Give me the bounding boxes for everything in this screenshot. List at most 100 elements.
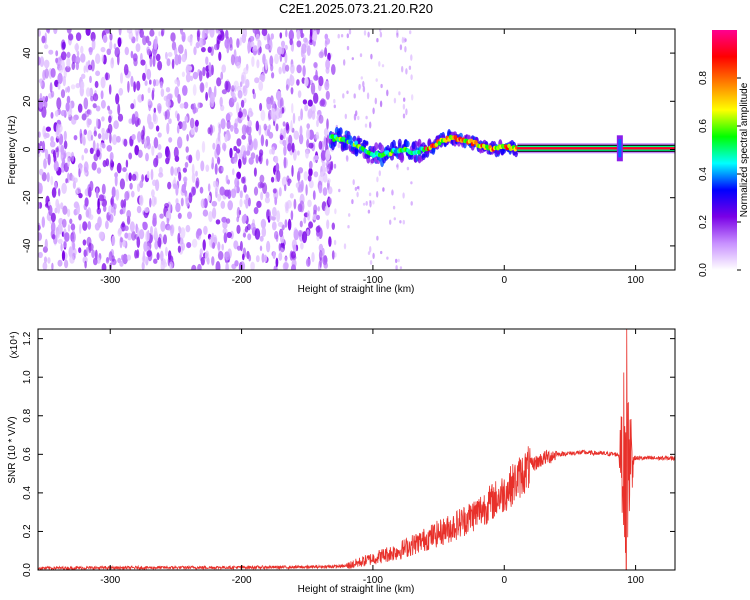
heatmap-noise-cell: [101, 116, 105, 122]
heatmap-noise-cell: [282, 262, 289, 270]
snr-background: [38, 329, 675, 570]
heatmap-noise-cell: [173, 146, 179, 159]
heatmap-noise-cell: [185, 146, 189, 153]
heatmap-noise-cell: [102, 160, 107, 168]
heatmap-noise-cell: [100, 46, 106, 53]
heatmap-noise-cell: [291, 165, 294, 177]
heatmap-noise-cell: [243, 67, 249, 75]
heatmap-noise-cell: [297, 150, 300, 156]
heatmap-noise-cell: [295, 182, 299, 189]
heatmap-noise-cell: [47, 29, 51, 34]
heatmap-noise-cell: [362, 85, 366, 93]
heatmap-noise-cell: [329, 161, 333, 170]
heatmap-noise-cell: [186, 242, 192, 249]
x-tick-label: 0: [501, 275, 507, 286]
heatmap-noise-cell: [95, 105, 101, 112]
heatmap-noise-cell: [139, 29, 144, 38]
heatmap-noise-cell: [177, 136, 183, 149]
heatmap-noise-cell: [60, 202, 64, 210]
heatmap-noise-cell: [275, 162, 280, 173]
heatmap-noise-cell: [293, 198, 297, 210]
heatmap-noise-cell: [157, 105, 162, 114]
heatmap-noise-cell: [259, 245, 263, 252]
heatmap-noise-cell: [178, 225, 181, 232]
heatmap-noise-cell: [243, 213, 247, 222]
heatmap-signal-layer: [328, 126, 675, 168]
heatmap-noise-cell: [50, 212, 56, 223]
heatmap-noise-cell: [187, 211, 192, 220]
heatmap-noise-cell: [331, 222, 335, 230]
heatmap-noise-cell: [260, 134, 265, 147]
heatmap-noise-cell: [250, 261, 255, 270]
heatmap-noise-cell: [66, 29, 72, 34]
heatmap-noise-cell: [56, 97, 62, 110]
heatmap-noise-cell: [261, 253, 265, 263]
heatmap-noise-cell: [259, 235, 264, 242]
x-tick-label: -300: [100, 275, 120, 286]
heatmap-noise-cell: [254, 228, 261, 240]
heatmap-noise-cell: [398, 91, 401, 96]
heatmap-noise-cell: [238, 261, 243, 270]
heatmap-noise-cell: [230, 188, 237, 199]
heatmap-noise-cell: [233, 240, 239, 250]
heatmap-noise-cell: [209, 29, 215, 38]
heatmap-noise-cell: [203, 225, 208, 235]
heatmap-noise-cell: [79, 223, 82, 234]
heatmap-noise-cell: [114, 47, 121, 58]
heatmap-noise-cell: [139, 180, 144, 189]
heatmap-noise-cell: [346, 33, 349, 39]
heatmap-noise-cell: [87, 118, 92, 126]
heatmap-signal-cell: [437, 141, 442, 146]
heatmap-noise-cell: [284, 184, 287, 192]
y-tick-label: -40: [22, 238, 33, 253]
heatmap-noise-cell: [217, 193, 222, 202]
heatmap-noise-cell: [123, 198, 127, 208]
heatmap-noise-cell: [182, 167, 187, 173]
heatmap-noise-cell: [269, 215, 273, 221]
heatmap-noise-cell: [48, 49, 54, 55]
heatmap-signal-cell: [466, 135, 471, 141]
heatmap-noise-cell: [213, 85, 217, 98]
heatmap-noise-cell: [85, 209, 90, 218]
heatmap-noise-cell: [300, 29, 303, 39]
heatmap-noise-cell: [337, 143, 340, 149]
heatmap-noise-cell: [304, 77, 309, 87]
heatmap-noise-cell: [117, 103, 121, 116]
heatmap-noise-cell: [193, 46, 197, 56]
heatmap-noise-cell: [181, 121, 187, 131]
heatmap-noise-cell: [134, 249, 138, 259]
heatmap-signal-cell: [405, 140, 410, 148]
heatmap-noise-cell: [182, 85, 188, 96]
heatmap-noise-cell: [318, 114, 324, 124]
heatmap-noise-cell: [38, 131, 41, 138]
heatmap-noise-cell: [290, 63, 295, 74]
heatmap-noise-cell: [401, 65, 404, 73]
x-tick-label: -200: [232, 575, 252, 586]
heatmap-noise-cell: [164, 202, 170, 209]
heatmap-noise-cell: [402, 219, 405, 225]
heatmap-noise-cell: [255, 255, 260, 263]
heatmap-noise-cell: [272, 251, 276, 259]
heatmap-noise-cell: [195, 41, 200, 49]
heatmap-noise-cell: [281, 107, 285, 114]
heatmap-noise-cell: [184, 115, 188, 123]
heatmap-noise-cell: [185, 224, 191, 233]
heatmap-noise-cell: [51, 187, 57, 198]
heatmap-noise-cell: [63, 130, 67, 141]
heatmap-noise-cell: [315, 225, 321, 233]
snr-x-label: Height of straight line (km): [298, 584, 415, 595]
heatmap-noise-cell: [110, 57, 115, 69]
heatmap-noise-cell: [250, 222, 256, 231]
heatmap-noise-cell: [241, 74, 245, 84]
heatmap-noise-cell: [283, 127, 286, 140]
heatmap-noise-cell: [78, 168, 81, 178]
heatmap-noise-cell: [292, 112, 296, 124]
heatmap-noise-cell: [308, 167, 313, 177]
heatmap-noise-cell: [229, 147, 233, 159]
heatmap-noise-cell: [144, 207, 150, 214]
heatmap-noise-cell: [178, 171, 182, 182]
heatmap-noise-cell: [333, 98, 336, 104]
heatmap-noise-cell: [319, 257, 323, 268]
heatmap-noise-cell: [291, 142, 295, 153]
heatmap-noise-cell: [255, 120, 259, 132]
